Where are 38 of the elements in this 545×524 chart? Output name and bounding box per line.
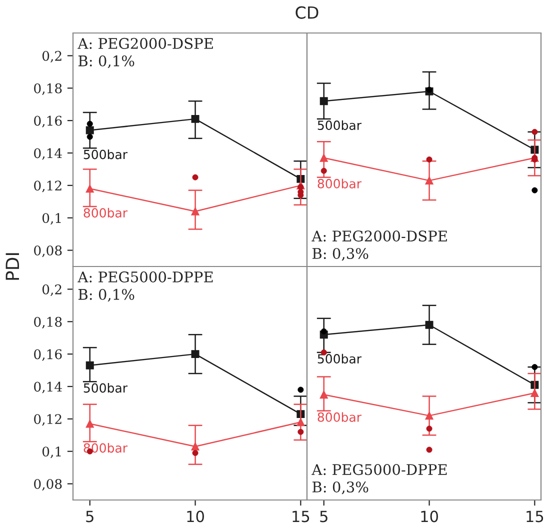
y-tick-label: 0,12 [34,180,62,192]
annotation: B: 0,3% [312,248,368,261]
series-label: 800bar [84,208,128,218]
annotation: B: 0,1% [78,55,134,68]
series-label: 500bar [84,150,128,160]
annotation: A: PEG2000-DSPE [78,38,213,49]
series-label: 500bar [84,383,128,393]
x-tick-label: 15 [292,510,310,522]
x-tick-label: 10 [187,510,204,522]
y-tick-label: 0,18 [34,316,62,328]
y-tick-label: 0,14 [34,148,62,160]
y-tick-label: 0,1 [42,213,61,225]
x-tick-label: 5 [320,510,328,522]
x-tick-label: 15 [526,510,544,522]
series-label: 800bar [318,412,362,422]
y-tick-label: 0,2 [42,50,62,63]
y-axis-title: PDI [6,253,19,280]
y-tick-label: 0,18 [34,83,62,95]
series-label: 500bar [318,354,362,364]
series-label: 800bar [84,443,128,453]
y-tick-label: 0,16 [34,116,62,128]
series-label: 800bar [318,178,362,188]
y-tick-label: 0,14 [34,382,62,394]
x-tick-label: 5 [86,510,94,522]
y-tick-label: 0,16 [34,349,62,361]
annotation: A: PEG5000-DPPE [312,464,447,476]
y-tick-label: 0,1 [42,446,61,458]
y-tick-label: 0,2 [42,284,62,296]
chart-title: CD [296,6,318,19]
annotation: A: PEG5000-DPPE [78,271,213,282]
y-tick-label: 0,12 [34,414,62,426]
annotation: A: PEG2000-DSPE [312,230,447,242]
annotation: B: 0,1% [78,288,134,302]
x-tick-label: 10 [421,510,438,522]
y-tick-label: 0,08 [34,479,62,491]
series-label: 500bar [318,120,362,130]
annotation: B: 0,3% [312,481,368,494]
y-tick-label: 0,08 [34,246,62,258]
